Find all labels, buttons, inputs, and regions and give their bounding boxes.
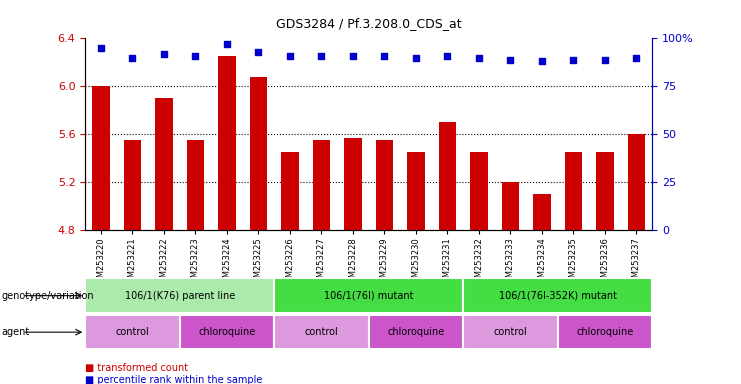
- Bar: [463, 278, 652, 313]
- Point: [379, 53, 391, 59]
- Bar: [557, 315, 652, 349]
- Text: ■ transformed count: ■ transformed count: [85, 363, 188, 373]
- Bar: [274, 315, 369, 349]
- Point: [190, 53, 202, 59]
- Bar: [502, 182, 519, 230]
- Bar: [313, 141, 330, 230]
- Text: chloroquine: chloroquine: [576, 327, 634, 337]
- Bar: [628, 134, 645, 230]
- Bar: [565, 152, 582, 230]
- Bar: [368, 315, 463, 349]
- Text: chloroquine: chloroquine: [388, 327, 445, 337]
- Bar: [187, 141, 204, 230]
- Bar: [250, 77, 267, 230]
- Point: [316, 53, 328, 59]
- Bar: [85, 315, 179, 349]
- Text: 106/1(K76) parent line: 106/1(K76) parent line: [124, 291, 235, 301]
- Text: control: control: [494, 327, 528, 337]
- Point: [536, 58, 548, 65]
- Bar: [534, 194, 551, 230]
- Point: [127, 55, 139, 61]
- Bar: [471, 152, 488, 230]
- Text: genotype/variation: genotype/variation: [1, 291, 94, 301]
- Point: [505, 56, 516, 63]
- Text: 106/1(76I-352K) mutant: 106/1(76I-352K) mutant: [499, 291, 617, 301]
- Point: [599, 56, 611, 63]
- Bar: [85, 278, 274, 313]
- Bar: [345, 138, 362, 230]
- Bar: [179, 315, 274, 349]
- Bar: [376, 141, 393, 230]
- Point: [631, 55, 642, 61]
- Bar: [282, 152, 299, 230]
- Point: [568, 56, 579, 63]
- Point: [221, 41, 233, 47]
- Bar: [274, 278, 463, 313]
- Text: ■ percentile rank within the sample: ■ percentile rank within the sample: [85, 375, 262, 384]
- Bar: [597, 152, 614, 230]
- Point: [473, 55, 485, 61]
- Bar: [93, 86, 110, 230]
- Bar: [439, 122, 456, 230]
- Bar: [124, 141, 141, 230]
- Text: agent: agent: [1, 327, 30, 337]
- Point: [347, 53, 359, 59]
- Text: control: control: [305, 327, 339, 337]
- Point: [253, 49, 265, 55]
- Point: [410, 55, 422, 61]
- Point: [95, 45, 107, 51]
- Bar: [219, 56, 236, 230]
- Bar: [463, 315, 557, 349]
- Text: GDS3284 / Pf.3.208.0_CDS_at: GDS3284 / Pf.3.208.0_CDS_at: [276, 17, 462, 30]
- Bar: [408, 152, 425, 230]
- Bar: [156, 98, 173, 230]
- Text: chloroquine: chloroquine: [199, 327, 256, 337]
- Text: 106/1(76I) mutant: 106/1(76I) mutant: [324, 291, 413, 301]
- Point: [284, 53, 296, 59]
- Point: [442, 53, 453, 59]
- Text: control: control: [116, 327, 150, 337]
- Point: [158, 51, 170, 57]
